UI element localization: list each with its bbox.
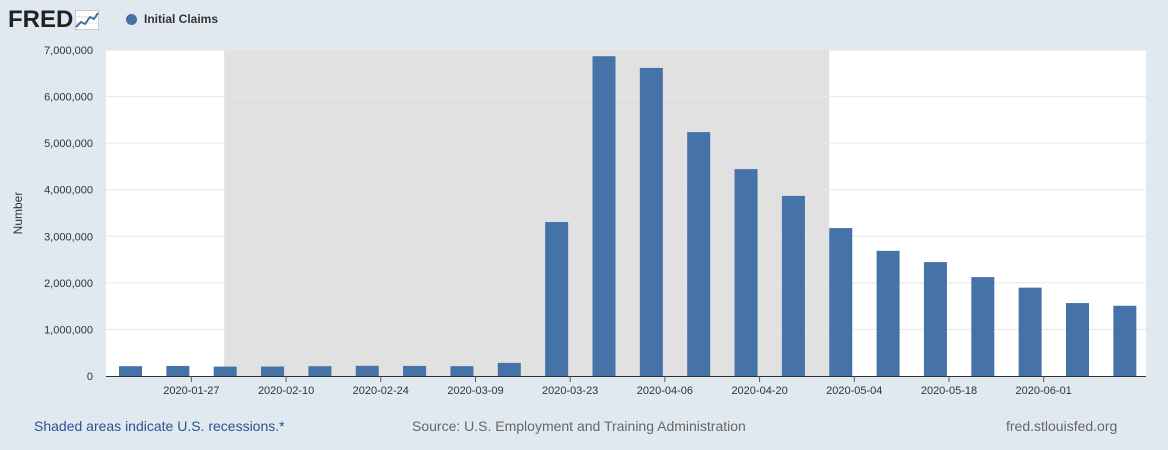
x-tick-label: 2020-02-10: [258, 385, 314, 397]
y-tick-label: 7,000,000: [44, 45, 93, 57]
bar[interactable]: [971, 277, 995, 376]
x-tick-label: 2020-03-23: [542, 385, 598, 397]
bar[interactable]: [1113, 305, 1137, 376]
x-tick-label: 2020-04-20: [731, 385, 787, 397]
fred-logo[interactable]: FRED: [8, 6, 100, 34]
y-tick-label: 3,000,000: [44, 231, 93, 243]
bar[interactable]: [261, 366, 285, 376]
bar[interactable]: [639, 67, 663, 377]
bar[interactable]: [1018, 287, 1042, 376]
bar[interactable]: [876, 250, 900, 376]
recession-note-link[interactable]: Shaded areas indicate U.S. recessions.*: [34, 418, 285, 434]
source-text: Source: U.S. Employment and Training Adm…: [412, 418, 746, 434]
x-tick-label: 2020-01-27: [163, 385, 219, 397]
bar[interactable]: [403, 365, 427, 376]
x-tick-label: 2020-04-06: [637, 385, 693, 397]
bar[interactable]: [1066, 303, 1089, 376]
bar[interactable]: [592, 56, 616, 376]
bar[interactable]: [213, 366, 237, 376]
y-tick-label: 2,000,000: [44, 278, 93, 290]
bar[interactable]: [734, 169, 758, 376]
y-tick-label: 5,000,000: [44, 138, 93, 150]
chart-legend[interactable]: Initial Claims: [126, 12, 218, 26]
x-tick-label: 2020-05-04: [826, 385, 882, 397]
x-tick-label: 2020-03-09: [447, 385, 503, 397]
logo-graph-icon: [75, 10, 100, 30]
bar[interactable]: [687, 132, 711, 376]
x-tick-label: 2020-06-01: [1016, 385, 1072, 397]
y-tick-label: 4,000,000: [44, 185, 93, 197]
recession-layer: [224, 50, 830, 376]
bar[interactable]: [166, 365, 190, 376]
bar[interactable]: [829, 228, 853, 376]
bar[interactable]: [355, 365, 379, 376]
bar[interactable]: [450, 366, 474, 376]
axis-layer: 0 1,000,000 2,000,000 3,000,000 4,000,000 5,0…: [44, 45, 1146, 397]
bar[interactable]: [308, 366, 332, 376]
bar-layer[interactable]: [119, 56, 1137, 377]
legend-series-marker: [126, 13, 137, 25]
site-link[interactable]: fred.stlouisfed.org: [1006, 418, 1118, 434]
recession-shade: [224, 50, 830, 376]
bar[interactable]: [781, 195, 805, 376]
x-tick-label: 2020-05-18: [921, 385, 977, 397]
x-tick-label: 2020-02-24: [353, 385, 409, 397]
bar[interactable]: [497, 362, 521, 376]
bar[interactable]: [119, 366, 142, 376]
y-tick-label: 1,000,000: [44, 324, 93, 336]
bar[interactable]: [545, 221, 569, 376]
y-tick-label: 0: [87, 371, 93, 383]
fred-logo-text: FRED: [8, 6, 74, 33]
y-axis-title: Number: [11, 192, 25, 235]
legend-series-label: Initial Claims: [144, 12, 219, 26]
y-tick-label: 6,000,000: [44, 92, 93, 104]
bar[interactable]: [923, 262, 947, 376]
